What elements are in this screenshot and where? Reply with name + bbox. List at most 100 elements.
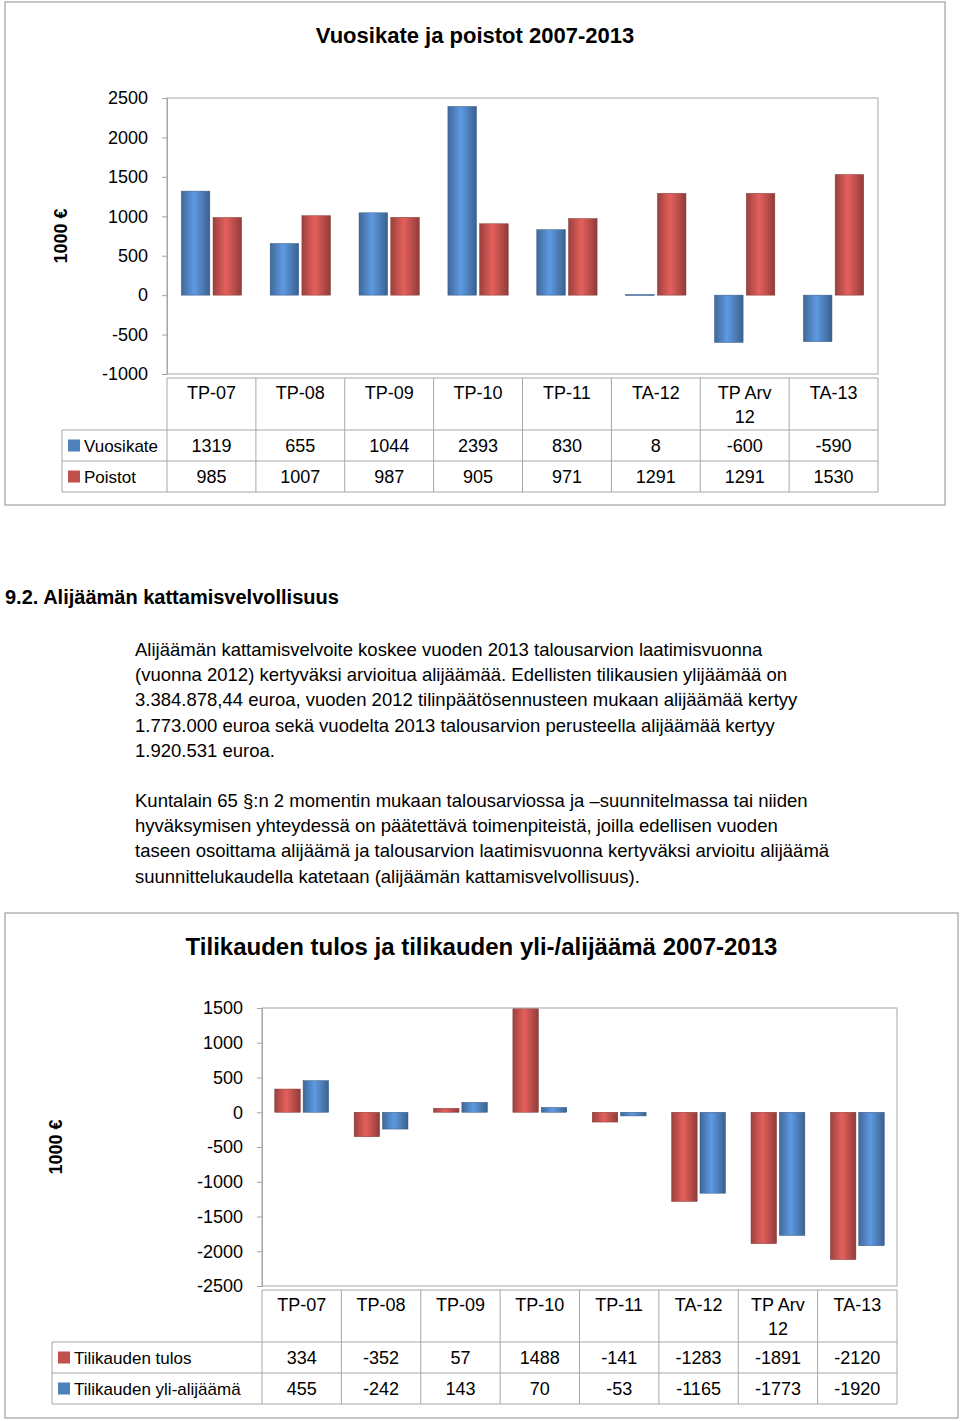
table-line xyxy=(62,430,878,431)
y-tick-mark xyxy=(162,374,167,375)
table-line xyxy=(52,1373,897,1374)
y-tick: -1500 xyxy=(197,1207,262,1227)
table-line xyxy=(658,1290,659,1404)
paragraph-line: (vuonna 2012) kertyväksi arvioitua alijä… xyxy=(135,664,787,685)
chart-title: Tilikauden tulos ja tilikauden yli-/alij… xyxy=(186,933,778,960)
legend-swatch xyxy=(58,1383,70,1395)
table-value: 987 xyxy=(374,467,404,487)
table-line xyxy=(167,378,168,492)
bar xyxy=(746,193,775,295)
y-tick: -2500 xyxy=(197,1276,262,1296)
table-value: 971 xyxy=(552,467,582,487)
table-line xyxy=(897,1290,898,1404)
table-line xyxy=(52,1342,897,1343)
table-value: -1920 xyxy=(834,1379,880,1399)
bars xyxy=(275,1009,884,1260)
legend-label: Tilikauden tulos xyxy=(74,1349,192,1368)
bar xyxy=(537,230,566,295)
legend-label: Tilikauden yli-alijäämä xyxy=(74,1380,241,1399)
category-label: TP-09 xyxy=(365,383,414,403)
y-tick: -500 xyxy=(207,1137,262,1157)
bar xyxy=(434,1108,460,1112)
y-tick-mark xyxy=(257,1251,262,1252)
y-tick-label: 0 xyxy=(233,1103,243,1123)
table-value: 1007 xyxy=(280,467,320,487)
legend-swatch xyxy=(58,1352,70,1364)
table-value: 1319 xyxy=(191,436,231,456)
y-tick-mark xyxy=(162,98,167,99)
bar xyxy=(480,224,509,295)
table-value: -590 xyxy=(816,436,852,456)
y-tick-label: -2000 xyxy=(197,1242,243,1262)
table-value: -2120 xyxy=(834,1348,880,1368)
table-value: -53 xyxy=(606,1379,632,1399)
y-tick: -1000 xyxy=(197,1172,262,1192)
bar xyxy=(391,217,420,295)
table-value: 1291 xyxy=(636,467,676,487)
y-tick-label: 500 xyxy=(118,246,148,266)
y-tick-mark xyxy=(162,335,167,336)
chart: Vuosikate ja poistot 2007-2013-1000-5000… xyxy=(5,2,945,505)
text-section: 9.2. Alijäämän kattamisvelvollisuusAlijä… xyxy=(5,586,830,887)
table-value: 655 xyxy=(285,436,315,456)
table-value: -600 xyxy=(727,436,763,456)
y-tick: 0 xyxy=(233,1103,262,1123)
table-line xyxy=(344,378,345,492)
y-tick: 500 xyxy=(213,1068,262,1088)
legend-label: Poistot xyxy=(84,468,136,487)
category-label: TP Arv12 xyxy=(718,383,772,427)
table-line xyxy=(52,1342,53,1404)
table-line xyxy=(62,430,63,492)
category-label: TP-11 xyxy=(543,383,591,403)
chart: Tilikauden tulos ja tilikauden yli-/alij… xyxy=(5,913,958,1418)
table-line xyxy=(611,378,612,492)
table-line xyxy=(789,378,790,492)
chart-frame xyxy=(5,2,945,505)
bar xyxy=(359,213,388,295)
bar xyxy=(751,1112,777,1243)
table-line xyxy=(500,1290,501,1404)
y-axis: -2500-2000-1500-1000-500050010001500 xyxy=(197,998,263,1296)
category-label: TP-07 xyxy=(277,1295,326,1315)
category-label: TA-12 xyxy=(675,1295,723,1315)
bar xyxy=(859,1112,885,1245)
bar xyxy=(779,1112,805,1235)
bar xyxy=(275,1089,301,1112)
category-label-line: TP Arv xyxy=(718,383,772,403)
bar xyxy=(270,243,299,295)
table-value: -141 xyxy=(601,1348,637,1368)
y-axis-title: 1000 € xyxy=(51,208,71,263)
y-tick-mark xyxy=(257,1147,262,1148)
bar xyxy=(835,174,864,295)
table-value: -1773 xyxy=(755,1379,801,1399)
plot-area xyxy=(167,98,878,374)
bar xyxy=(672,1112,698,1201)
paragraph-line: 1.920.531 euroa. xyxy=(135,740,275,761)
y-tick-mark xyxy=(257,1217,262,1218)
y-tick: 0 xyxy=(138,285,167,305)
bar xyxy=(181,191,210,295)
y-axis-line xyxy=(257,1009,263,1287)
category-label: TP-08 xyxy=(276,383,325,403)
bar xyxy=(803,295,832,342)
paragraph-line: Kuntalain 65 §:n 2 momentin mukaan talou… xyxy=(135,790,808,811)
y-tick-mark xyxy=(257,1112,262,1113)
y-tick: 1500 xyxy=(203,998,262,1018)
table-line xyxy=(341,1290,342,1404)
paragraph-line: 1.773.000 euroa sekä vuodelta 2013 talou… xyxy=(135,715,775,736)
y-tick: -1000 xyxy=(102,364,167,384)
table-value: 985 xyxy=(196,467,226,487)
table-line xyxy=(579,1290,580,1404)
y-tick: 500 xyxy=(118,246,167,266)
bar xyxy=(302,216,331,295)
table-line xyxy=(62,492,878,493)
category-label-line: 12 xyxy=(768,1319,788,1339)
y-tick-label: 1000 xyxy=(108,207,148,227)
category-label: TP Arv12 xyxy=(751,1295,805,1339)
table-line xyxy=(817,1290,818,1404)
y-tick-mark xyxy=(257,1182,262,1183)
y-tick-label: -1000 xyxy=(102,364,148,384)
bar xyxy=(621,1112,647,1116)
y-tick: 2500 xyxy=(108,88,167,108)
legend-swatch xyxy=(68,440,80,452)
